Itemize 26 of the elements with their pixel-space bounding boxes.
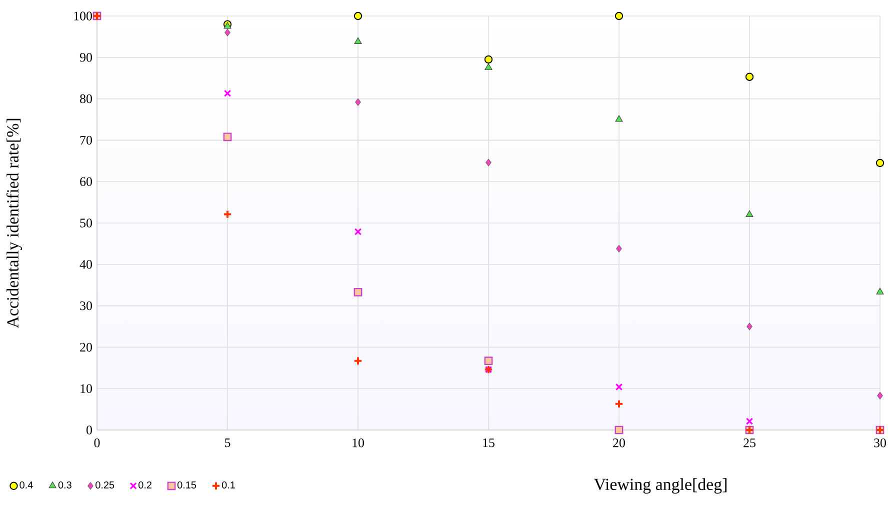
y-tick-label: 80 [80, 94, 92, 104]
x-tick-label: 5 [225, 438, 230, 448]
x-tick-label: 10 [352, 438, 364, 448]
y-tick-label: 90 [80, 53, 92, 62]
y-tick-label: 30 [80, 301, 92, 310]
y-tick-label: 100 [74, 12, 92, 20]
y-axis-title: Accidentally identified rate[%] [6, 118, 22, 328]
y-tick-label: 60 [80, 177, 92, 186]
y-tick-label: 40 [80, 260, 92, 269]
x-tick-label: 0 [94, 438, 100, 448]
legend-label: 0.1 [222, 481, 235, 488]
y-tick-label: 50 [80, 218, 92, 228]
x-tick-label: 20 [613, 438, 625, 448]
y-tick-label: 10 [80, 384, 92, 393]
x-tick-label: 15 [483, 438, 494, 448]
y-tick-label: 0 [86, 426, 92, 434]
y-tick-label: 20 [80, 342, 92, 352]
legend-label: 0.4 [20, 481, 33, 488]
x-tick-label: 30 [874, 438, 886, 448]
legend-label: 0.2 [138, 481, 152, 488]
legend-label: 0.25 [96, 481, 114, 488]
x-tick-label: 25 [744, 438, 756, 448]
legend-label: 0.3 [58, 481, 72, 488]
legend-label: 0.15 [177, 481, 196, 488]
y-tick-label: 70 [80, 136, 92, 145]
x-axis-title: Viewing angle[deg] [594, 478, 726, 494]
